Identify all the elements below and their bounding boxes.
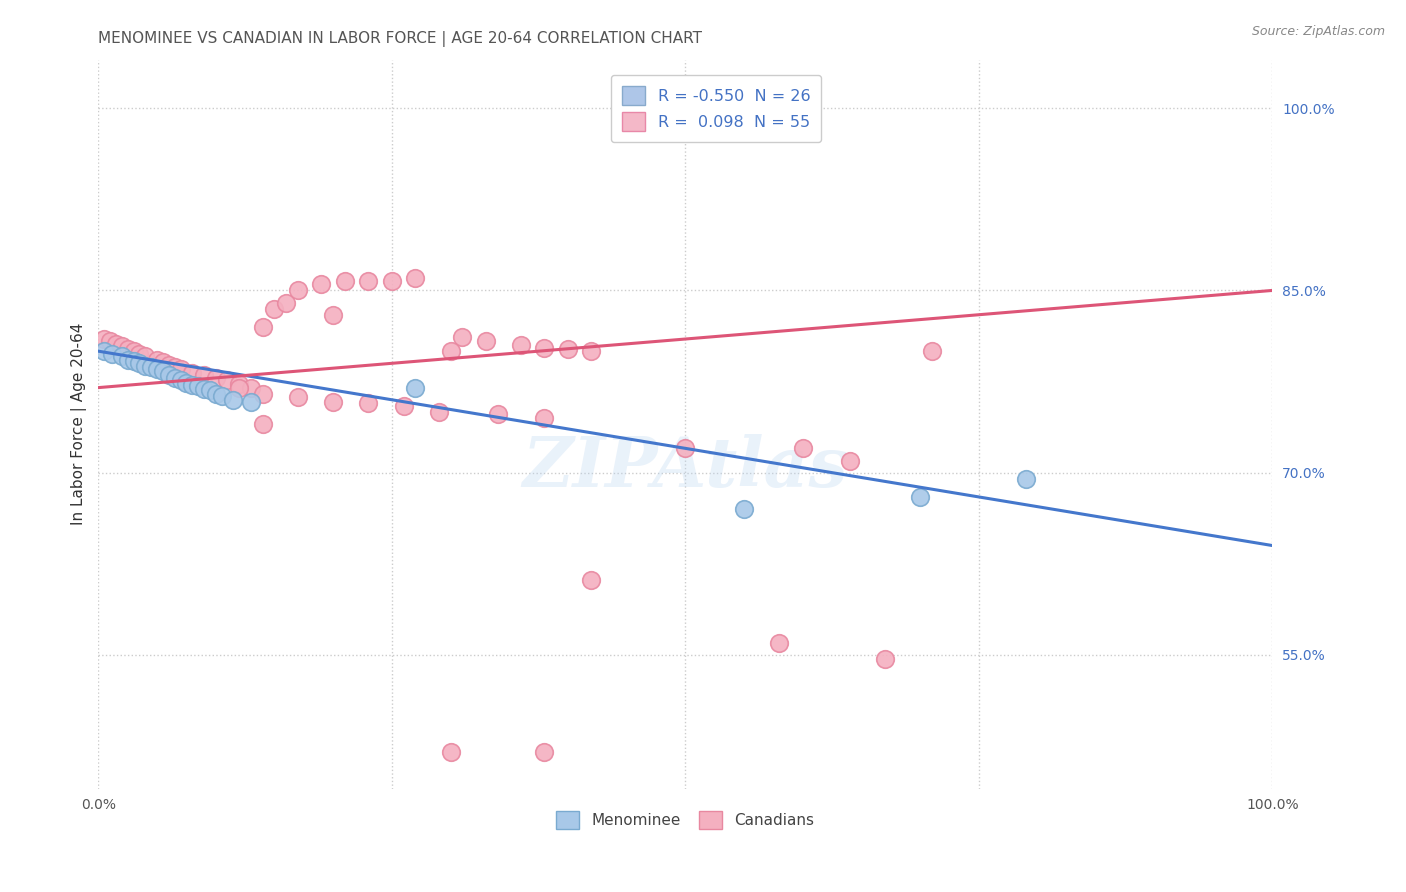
Point xyxy=(252,417,274,431)
Point xyxy=(157,368,180,383)
Point xyxy=(104,337,127,351)
Point xyxy=(921,344,943,359)
Point xyxy=(404,381,426,395)
Point xyxy=(128,346,150,360)
Point xyxy=(733,502,755,516)
Point xyxy=(134,359,156,373)
Point xyxy=(222,392,245,407)
Point xyxy=(146,362,169,376)
Point xyxy=(204,371,226,385)
Point xyxy=(152,363,174,377)
Point xyxy=(322,308,344,322)
Point xyxy=(122,354,145,368)
Point xyxy=(486,408,509,422)
Text: ZIPAtlas: ZIPAtlas xyxy=(523,434,848,501)
Point xyxy=(141,359,163,374)
Point xyxy=(134,349,156,363)
Point xyxy=(252,319,274,334)
Point xyxy=(838,453,860,467)
Point xyxy=(217,373,239,387)
Point xyxy=(357,274,380,288)
Point xyxy=(873,651,896,665)
Point xyxy=(157,358,180,372)
Point xyxy=(101,346,124,360)
Point xyxy=(311,277,333,292)
Point xyxy=(240,381,263,395)
Point xyxy=(198,383,221,397)
Y-axis label: In Labor Force | Age 20-64: In Labor Force | Age 20-64 xyxy=(72,323,87,525)
Point xyxy=(439,344,461,359)
Point xyxy=(276,295,298,310)
Point xyxy=(287,284,309,298)
Point xyxy=(181,378,204,392)
Point xyxy=(176,376,198,390)
Point xyxy=(263,301,285,316)
Point xyxy=(93,332,115,346)
Point xyxy=(163,359,186,374)
Point xyxy=(98,334,121,349)
Point xyxy=(439,745,461,759)
Point xyxy=(1015,472,1038,486)
Point xyxy=(111,349,134,363)
Point xyxy=(581,344,603,359)
Point xyxy=(240,395,263,409)
Point xyxy=(169,373,191,387)
Point xyxy=(768,636,790,650)
Point xyxy=(533,745,555,759)
Point xyxy=(557,342,579,356)
Point xyxy=(322,395,344,409)
Point xyxy=(392,399,415,413)
Point xyxy=(187,379,209,393)
Point xyxy=(581,573,603,587)
Point xyxy=(287,390,309,404)
Point xyxy=(181,366,204,380)
Point xyxy=(93,344,115,359)
Point xyxy=(122,344,145,359)
Point xyxy=(357,396,380,410)
Text: MENOMINEE VS CANADIAN IN LABOR FORCE | AGE 20-64 CORRELATION CHART: MENOMINEE VS CANADIAN IN LABOR FORCE | A… xyxy=(98,31,703,47)
Point xyxy=(451,329,474,343)
Point xyxy=(228,376,250,391)
Point xyxy=(475,334,498,349)
Point xyxy=(252,386,274,401)
Point xyxy=(228,381,250,395)
Point xyxy=(404,271,426,285)
Point xyxy=(169,362,191,376)
Point xyxy=(117,342,139,356)
Point xyxy=(152,355,174,369)
Point xyxy=(204,386,226,401)
Point xyxy=(533,411,555,425)
Point xyxy=(193,368,215,383)
Point xyxy=(427,405,450,419)
Point xyxy=(510,338,533,352)
Point xyxy=(333,274,356,288)
Point xyxy=(163,371,186,385)
Point xyxy=(792,442,814,456)
Point xyxy=(111,339,134,353)
Point xyxy=(533,341,555,355)
Point xyxy=(381,274,404,288)
Legend: Menominee, Canadians: Menominee, Canadians xyxy=(550,805,821,836)
Point xyxy=(146,352,169,367)
Point xyxy=(211,389,233,403)
Point xyxy=(128,356,150,370)
Text: Source: ZipAtlas.com: Source: ZipAtlas.com xyxy=(1251,25,1385,38)
Point xyxy=(193,382,215,396)
Point xyxy=(117,352,139,367)
Point xyxy=(673,442,696,456)
Point xyxy=(908,490,931,504)
